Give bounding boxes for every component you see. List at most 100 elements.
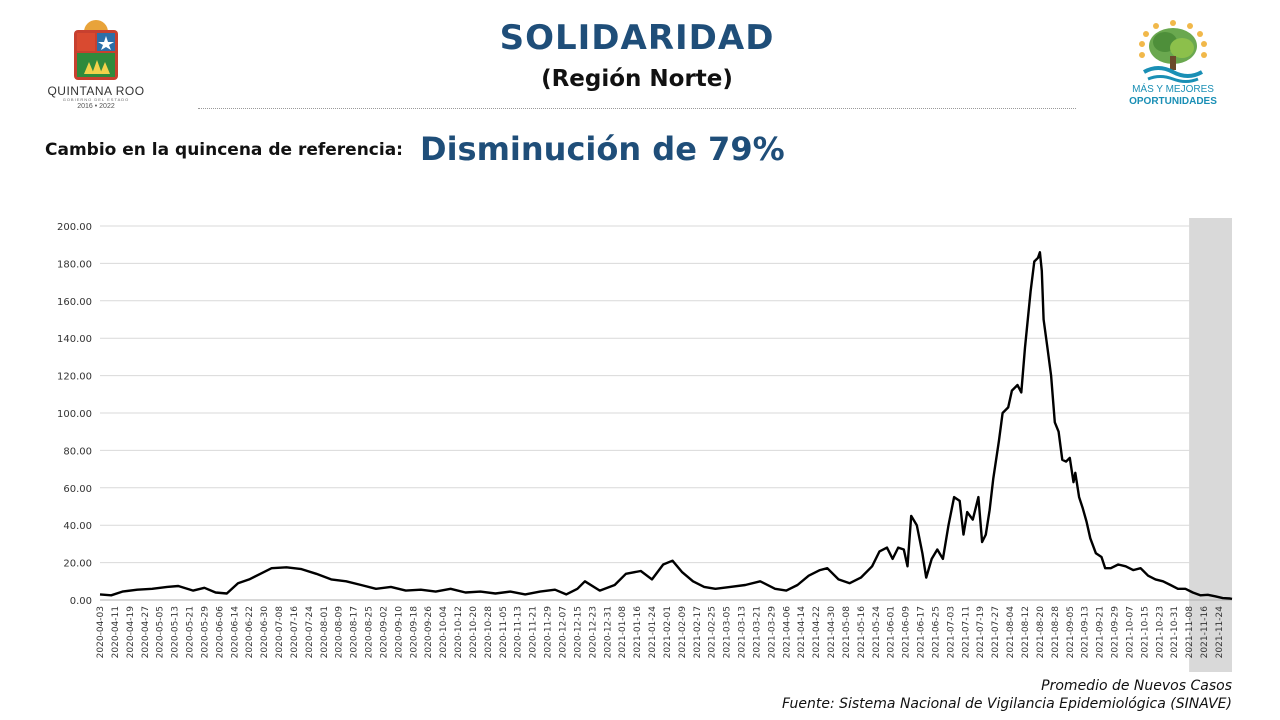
logo-right-line1: MÁS Y MEJORES <box>1132 84 1214 95</box>
y-tick-labels: 200.00 180.00 160.00 140.00 120.00 100.00 80.0… <box>57 222 92 607</box>
x-tick-label: 2020-04-27 <box>141 606 151 658</box>
logo-right-line2: OPORTUNIDADES <box>1129 96 1217 107</box>
x-tick-label: 2020-12-31 <box>603 606 613 658</box>
x-tick-label: 2020-11-29 <box>544 606 554 659</box>
y-tick-label: 40.00 <box>63 521 92 532</box>
x-tick-label: 2021-04-06 <box>782 606 792 659</box>
x-tick-label: 2021-02-25 <box>708 606 718 658</box>
y-tick-label: 20.00 <box>63 559 92 570</box>
series-caption: Promedio de Nuevos Casos <box>1041 678 1232 694</box>
x-tick-label: 2020-10-28 <box>484 606 494 659</box>
x-tick-label: 2021-10-07 <box>1125 606 1135 658</box>
x-tick-label: 2020-05-05 <box>156 606 166 658</box>
x-tick-label: 2021-07-19 <box>976 606 986 659</box>
y-tick-label: 140.00 <box>57 334 92 345</box>
x-tick-label: 2020-09-02 <box>379 606 389 658</box>
logo-left-name: QUINTANA ROO <box>47 84 145 98</box>
line-layer <box>99 251 1233 601</box>
page-subtitle: (Región Norte) <box>541 66 733 92</box>
x-tick-label: 2021-03-29 <box>767 606 777 659</box>
x-tick-label: 2020-06-06 <box>215 606 225 659</box>
x-tick-label: 2021-02-09 <box>678 606 688 659</box>
x-tick-label: 2021-09-13 <box>1081 606 1091 658</box>
oportunidades-logo: MÁS Y MEJORES OPORTUNIDADES <box>1120 20 1226 114</box>
quintana-roo-logo: QUINTANA ROO GOBIERNO DEL ESTADO 2016 • … <box>44 18 148 114</box>
x-tick-labels: 2020-04-03 2020-04-11 2020-04-19 2020-04-27… <box>96 606 1225 659</box>
y-tick-label: 60.00 <box>63 484 92 495</box>
change-value: Disminución de 79% <box>420 130 785 168</box>
x-tick-label: 2020-09-18 <box>409 606 419 659</box>
x-tick-label: 2020-10-12 <box>454 606 464 658</box>
x-tick-label: 2021-04-14 <box>797 606 807 659</box>
x-tick-label: 2021-03-05 <box>723 606 733 658</box>
x-tick-label: 2021-11-08 <box>1185 606 1195 659</box>
x-tick-label: 2021-01-16 <box>633 606 643 659</box>
x-tick-label: 2021-06-09 <box>902 606 912 659</box>
x-tick-label: 2020-11-13 <box>514 606 524 658</box>
x-tick-label: 2021-06-01 <box>887 606 897 658</box>
x-tick-label: 2020-07-16 <box>290 606 300 659</box>
x-tick-label: 2021-03-21 <box>752 606 762 658</box>
x-tick-label: 2020-11-05 <box>499 606 509 658</box>
grid-layer <box>100 225 1232 601</box>
header-divider <box>198 108 1076 109</box>
x-tick-label: 2020-06-14 <box>230 606 240 659</box>
y-tick-label: 80.00 <box>63 446 92 457</box>
x-tick-label: 2021-08-28 <box>1051 606 1061 659</box>
coat-of-arms-icon <box>74 20 118 80</box>
x-tick-label: 2021-06-17 <box>917 606 927 658</box>
x-tick-label: 2021-06-25 <box>931 606 941 658</box>
y-tick-label: 180.00 <box>57 259 92 270</box>
x-tick-label: 2020-08-01 <box>320 606 330 658</box>
y-tick-label: 160.00 <box>57 297 92 308</box>
x-tick-label: 2020-12-23 <box>588 606 598 658</box>
x-tick-label: 2020-07-08 <box>275 606 285 659</box>
x-tick-label: 2021-04-30 <box>827 606 837 659</box>
x-tick-label: 2021-01-08 <box>618 606 628 659</box>
x-tick-label: 2021-10-31 <box>1170 606 1180 658</box>
x-tick-label: 2021-08-20 <box>1036 606 1046 659</box>
x-tick-label: 2021-01-24 <box>648 606 658 659</box>
x-tick-label: 2020-09-26 <box>424 606 434 659</box>
x-tick-label: 2021-07-27 <box>991 606 1001 658</box>
logo-left-years: 2016 • 2022 <box>77 103 115 110</box>
x-tick-label: 2021-05-16 <box>857 606 867 659</box>
x-tick-label: 2020-04-19 <box>126 606 136 659</box>
x-tick-label: 2020-08-17 <box>350 606 360 658</box>
shaded-region <box>1189 218 1232 672</box>
x-tick-label: 2020-12-07 <box>558 606 568 658</box>
change-label: Cambio en la quincena de referencia: <box>45 140 403 160</box>
x-tick-label: 2020-12-15 <box>573 606 583 658</box>
x-tick-label: 2020-05-13 <box>171 606 181 658</box>
x-tick-label: 2020-06-30 <box>260 606 270 659</box>
x-tick-label: 2021-11-16 <box>1200 606 1210 659</box>
source-note: Fuente: Sistema Nacional de Vigilancia E… <box>782 696 1232 712</box>
y-tick-label: 0.00 <box>70 596 92 607</box>
x-tick-label: 2020-07-24 <box>305 606 315 659</box>
x-tick-label: 2021-05-24 <box>872 606 882 659</box>
logo-left-sub: GOBIERNO DEL ESTADO <box>62 97 130 102</box>
x-tick-label: 2020-08-25 <box>365 606 375 658</box>
x-tick-label: 2020-05-21 <box>186 606 196 658</box>
y-tick-label: 100.00 <box>57 409 92 420</box>
x-tick-label: 2020-10-20 <box>469 606 479 659</box>
x-tick-label: 2021-09-21 <box>1096 606 1106 658</box>
x-tick-label: 2021-02-01 <box>663 606 673 658</box>
x-tick-label: 2021-08-04 <box>1006 606 1016 659</box>
x-tick-label: 2020-04-11 <box>111 606 121 658</box>
x-tick-label: 2021-03-13 <box>738 606 748 658</box>
tree-icon <box>1139 20 1207 83</box>
x-tick-label: 2021-07-11 <box>961 606 971 658</box>
x-tick-label: 2020-08-09 <box>335 606 345 659</box>
cases-line-chart: 200.00 180.00 160.00 140.00 120.00 100.00 80.0… <box>57 218 1233 672</box>
x-tick-label: 2021-05-08 <box>842 606 852 659</box>
x-tick-label: 2021-02-17 <box>693 606 703 658</box>
x-tick-label: 2021-04-22 <box>812 606 822 658</box>
x-tick-label: 2020-04-03 <box>96 606 106 658</box>
series-line <box>99 251 1233 601</box>
x-tick-label: 2021-10-15 <box>1140 606 1150 658</box>
x-tick-label: 2021-10-23 <box>1155 606 1165 658</box>
shade-layer <box>1189 218 1232 672</box>
x-tick-label: 2020-11-21 <box>529 606 539 658</box>
x-tick-label: 2021-09-05 <box>1066 606 1076 658</box>
